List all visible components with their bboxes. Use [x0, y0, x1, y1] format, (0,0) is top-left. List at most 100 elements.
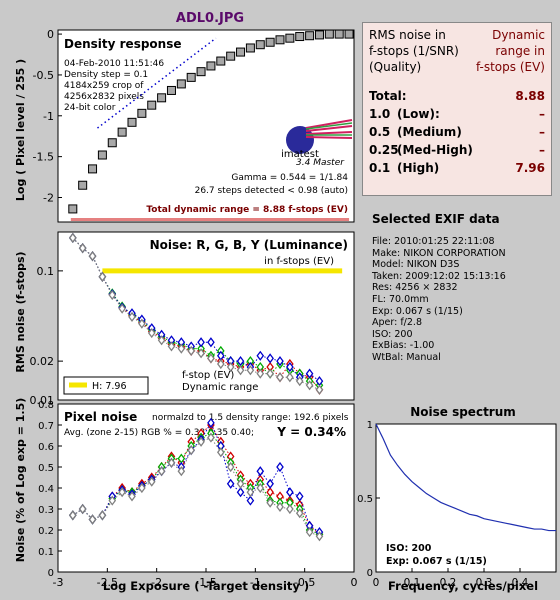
legend-h-text: H: 7.96	[92, 381, 127, 392]
pixel-noise-point	[266, 478, 274, 489]
row-value: –	[539, 107, 545, 121]
pixel-noise-point	[295, 491, 304, 502]
pixel-noise-ytick-label: 0.8	[38, 400, 54, 411]
rms-point	[138, 318, 146, 329]
rms-ytick-label: 0.02	[30, 355, 55, 368]
density-point	[344, 29, 354, 39]
row-value: –	[539, 143, 545, 157]
density-info-line: 4256x2832 pixels	[64, 92, 144, 102]
density-info-line: 4184x259 crop of	[64, 81, 144, 91]
density-point	[196, 67, 206, 77]
density-marks	[68, 29, 354, 222]
rms-point	[118, 303, 126, 314]
rms-point	[226, 361, 235, 373]
pixel-noise-xtick-label: -3	[53, 576, 64, 589]
density-point	[324, 29, 334, 39]
pixel-noise-point	[108, 495, 117, 506]
pixel-noise-point	[128, 491, 136, 502]
pixel-noise-point	[187, 445, 196, 456]
logo-stripes-green-icon	[305, 122, 353, 136]
table-row: 0.25 (Med-High) –	[369, 143, 545, 161]
density-point	[206, 61, 216, 71]
rms-point	[177, 343, 186, 354]
steps-text: 26.7 steps detected < 0.98 (auto)	[195, 186, 348, 196]
table-row: Total: 8.88	[369, 89, 545, 107]
rms-point	[197, 348, 205, 359]
pixel-noise-point	[157, 466, 166, 477]
rms-point	[236, 356, 245, 367]
rms-point	[207, 353, 215, 364]
density-info-line: 04-Feb-2010 11:51:46	[64, 59, 164, 69]
rms-point	[266, 353, 274, 364]
pixel-noise-point	[276, 501, 284, 512]
table-row: 0.5 (Medium) –	[369, 125, 545, 143]
pixel-noise-ticks: 0 0.1 0.2 0.3 0.4 0.5 0.6 0.7 0.8 -3 -2.5 -2 -1.5 -1 -…	[38, 400, 357, 589]
pixel-noise-point	[226, 461, 235, 473]
density-info-line: Density step = 0.1	[64, 70, 148, 80]
density-point	[295, 32, 305, 42]
density-point	[107, 138, 117, 148]
density-ytick-label: 0	[47, 28, 54, 41]
pixel-noise-avg-text: Avg. (zone 2-15) RGB % = 0.38 0.35 0.40;	[64, 428, 254, 438]
rms-point	[157, 335, 166, 346]
spectrum-xtick-label: 0	[373, 577, 380, 589]
density-point	[137, 108, 147, 118]
pixel-noise-point	[88, 514, 97, 525]
row-value: 7.96	[515, 161, 545, 175]
rms-ytick-label: 0.01	[30, 394, 55, 407]
exif-line: File: 2010:01:25 22:11:08	[372, 236, 495, 247]
pixel-noise-xtick-label: 0	[351, 576, 358, 589]
pixel-noise-xtick-label: -1	[250, 576, 261, 589]
logo-text: imatest	[281, 149, 319, 160]
rms-ticks: 0.1 0.02 0.01	[30, 265, 63, 407]
exif-line: Model: NIKON D3S	[372, 259, 460, 271]
exif-panel: Selected EXIF data File: 2010:01:25 22:1…	[372, 212, 554, 364]
exif-line: WtBal: Manual	[372, 351, 441, 363]
density-ytick-label: -2	[43, 191, 54, 204]
exif-line: Taken: 2009:12:02 15:13:16	[372, 270, 506, 282]
density-point	[314, 30, 324, 40]
density-point	[166, 85, 176, 95]
spectrum-xtick-label: 0.2	[440, 577, 457, 589]
pixel-noise-point	[207, 417, 215, 428]
row-key: 1.0	[369, 107, 391, 121]
row-label: (Med-High)	[397, 143, 473, 157]
table-row: 0.1 (High) 7.96	[369, 161, 545, 179]
density-ticks: 0 -0.5 -1 -1.5 -2	[33, 28, 62, 204]
pixel-noise-point	[118, 487, 126, 498]
gamma-text: Gamma = 0.544 = 1/1.84	[231, 173, 348, 183]
row-label: (Low):	[397, 107, 440, 121]
pixel-noise-point	[236, 478, 245, 489]
pixel-noise-xtick-label: -1.5	[195, 576, 216, 589]
pixel-noise-marks	[68, 417, 324, 542]
pixel-noise-ytick-label: 0.7	[38, 421, 54, 432]
rms-header-line: (Quality)	[369, 60, 422, 74]
row-label: (High)	[397, 161, 440, 175]
rms-point	[305, 380, 314, 391]
row-label: (Medium)	[397, 125, 462, 139]
rms-point	[108, 289, 117, 301]
pixel-noise-point	[98, 510, 107, 521]
pixel-noise-xtick-label: -2	[151, 576, 162, 589]
pixel-noise-point	[226, 478, 235, 489]
rms-header-line: RMS noise in	[369, 28, 446, 42]
rms-point	[197, 337, 205, 348]
pixel-noise-point	[236, 487, 245, 498]
rms-legend-text-1: f-stop (EV)	[182, 370, 234, 381]
density-info-line: 24-bit color	[64, 103, 116, 113]
density-point	[147, 100, 157, 110]
rms-dynamic-range-table: RMS noise in f-stops (1/SNR) (Quality) D…	[362, 22, 552, 196]
logo-subtext: 3.4 Master	[296, 158, 345, 168]
logo-stripes-icon	[305, 119, 353, 139]
spectrum-ytick-label: 0	[367, 568, 373, 579]
pixel-noise-point	[315, 531, 324, 542]
spectrum-ytick-label: 0.5	[357, 494, 373, 505]
density-point	[78, 180, 88, 190]
rms-legend-box	[63, 376, 149, 395]
pixel-noise-point	[256, 482, 265, 494]
pixel-noise-point	[246, 495, 255, 506]
pixel-noise-point	[78, 503, 87, 515]
row-key: 0.1	[369, 161, 391, 175]
pixel-noise-point	[256, 466, 265, 477]
pixel-noise-ytick-label: 0.3	[38, 505, 54, 516]
